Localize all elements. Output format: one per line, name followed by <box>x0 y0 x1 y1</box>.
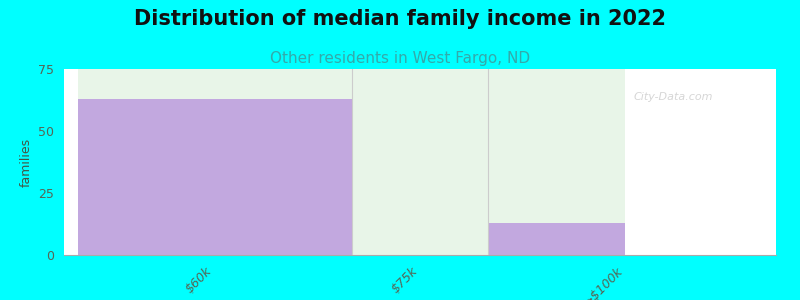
Bar <box>78 69 351 255</box>
Bar <box>78 99 351 255</box>
Text: City-Data.com: City-Data.com <box>634 92 713 102</box>
Y-axis label: families: families <box>20 137 33 187</box>
Bar <box>489 223 626 255</box>
Text: Other residents in West Fargo, ND: Other residents in West Fargo, ND <box>270 51 530 66</box>
Bar <box>489 69 626 255</box>
Text: Distribution of median family income in 2022: Distribution of median family income in … <box>134 9 666 29</box>
Bar <box>351 69 489 255</box>
